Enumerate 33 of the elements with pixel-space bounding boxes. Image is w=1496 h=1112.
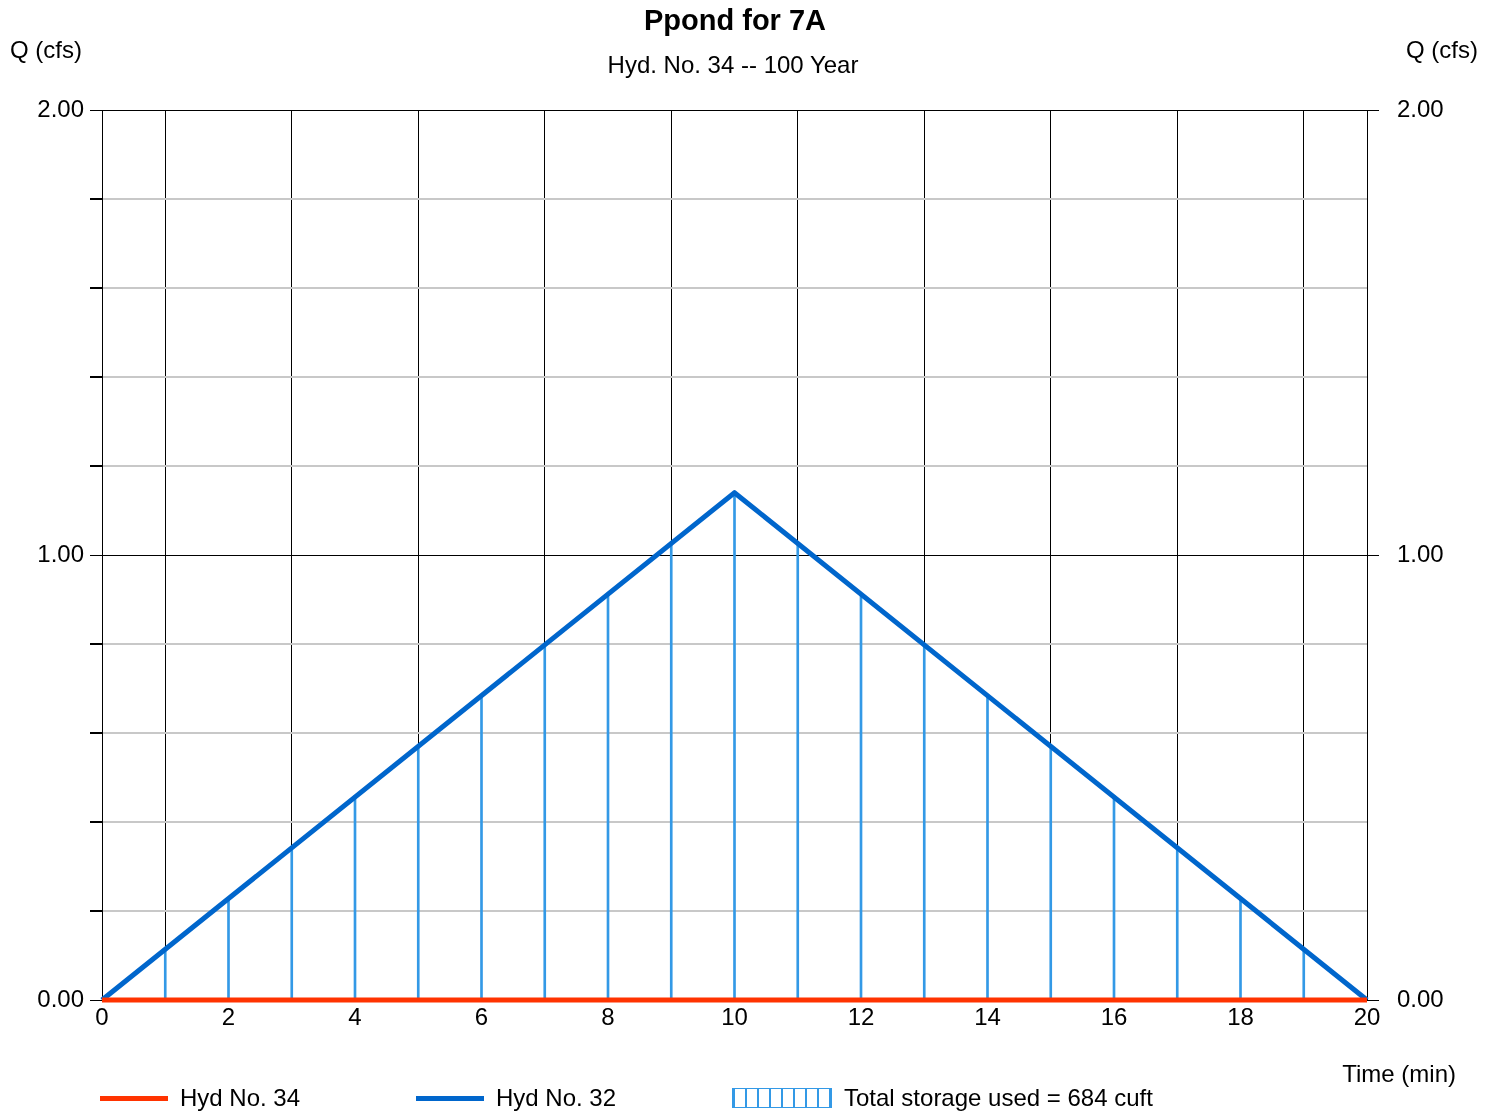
x-tick-label: 0 [95,1003,109,1031]
bar [416,746,420,1000]
x-tick-label: 14 [974,1003,1001,1031]
x-axis-title: Time (min) [1342,1060,1456,1088]
x-tick-label: 2 [221,1003,236,1031]
bar [1049,746,1053,1000]
legend-label: Hyd No. 32 [496,1084,617,1112]
y2-axis-title: Q (cfs) [1406,36,1478,64]
x-tick-label: 4 [348,1003,362,1031]
y2-tick-label: 2.00 [1397,94,1444,122]
bar [986,697,989,1000]
legend-label: Total storage used = 684 cuft [844,1084,1153,1112]
y-axis-title: Q (cfs) [10,36,82,64]
chart-subtitle: Hyd. No. 34 -- 100 Year [607,51,859,78]
chart-title: Ppond for 7A [642,4,827,37]
y-tick-label: 2.00 [37,94,84,122]
x-tick-label: 12 [847,1003,875,1031]
x-tick-label: 18 [1227,1003,1254,1031]
x-tick-label: 10 [721,1003,748,1031]
x-tick-label: 6 [474,1003,489,1031]
x-tick-label: 20 [1353,1003,1381,1031]
bar [1175,848,1179,1000]
bar [290,848,294,1000]
y-tick-label: 0.00 [37,984,84,1012]
x-tick-label: 8 [601,1003,615,1031]
bar [480,697,483,1000]
bar [1302,950,1306,1000]
x-tick-label: 16 [1100,1003,1128,1031]
y-tick-label: 1.00 [37,539,84,567]
legend-label: Hyd No. 34 [180,1084,301,1112]
bar [163,950,167,1000]
y2-tick-label: 0.00 [1397,984,1444,1012]
y2-tick-label: 1.00 [1397,539,1444,567]
